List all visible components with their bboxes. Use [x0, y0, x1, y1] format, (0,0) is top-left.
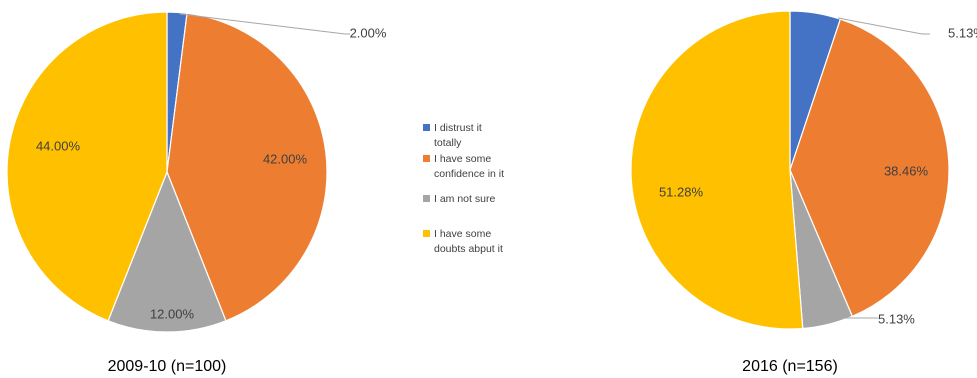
- legend-swatch: [423, 230, 430, 237]
- chart-caption: 2009-10 (n=100): [108, 358, 227, 375]
- pie-slice: [166, 12, 328, 322]
- data-label: 5.13%: [948, 25, 977, 40]
- legend-label: I have some: [434, 228, 491, 240]
- legend-item: I have some confidence in it: [423, 153, 504, 180]
- legend-item: I am not sure: [423, 193, 495, 205]
- legend-label: doubts abput it: [434, 243, 503, 255]
- legend: I distrust it totally I have some confidenc…: [423, 122, 504, 255]
- legend-label: I distrust it: [434, 122, 482, 134]
- legend-swatch: [423, 124, 430, 131]
- pie-slice: [107, 170, 227, 333]
- legend-swatch: [423, 155, 430, 162]
- pie-chart-2: 5.13% 38.46% 5.13% 51.28% 2016 (n=156): [630, 10, 977, 375]
- legend-label: totally: [434, 137, 462, 149]
- leader-line: [179, 13, 350, 35]
- legend-item: I have some doubts abput it: [423, 228, 503, 255]
- pie-slice: [6, 11, 168, 322]
- data-label: 42.00%: [263, 151, 308, 166]
- chart-caption: 2016 (n=156): [742, 358, 838, 375]
- pie-slice: [630, 10, 804, 330]
- pie-chart-1: 2.00% 42.00% 12.00% 44.00% 2009-10 (n=100): [6, 11, 387, 375]
- data-label: 12.00%: [150, 306, 195, 321]
- data-label: 51.28%: [659, 184, 704, 199]
- legend-label: I am not sure: [434, 193, 495, 205]
- pie-slice: [789, 18, 950, 318]
- leader-line: [837, 17, 930, 35]
- legend-label: I have some: [434, 153, 491, 165]
- legend-swatch: [423, 195, 430, 202]
- data-label: 38.46%: [884, 163, 929, 178]
- legend-item: I distrust it totally: [423, 122, 482, 149]
- legend-label: confidence in it: [434, 168, 504, 180]
- data-label: 2.00%: [350, 25, 387, 40]
- data-label: 5.13%: [878, 311, 915, 326]
- data-label: 44.00%: [36, 138, 81, 153]
